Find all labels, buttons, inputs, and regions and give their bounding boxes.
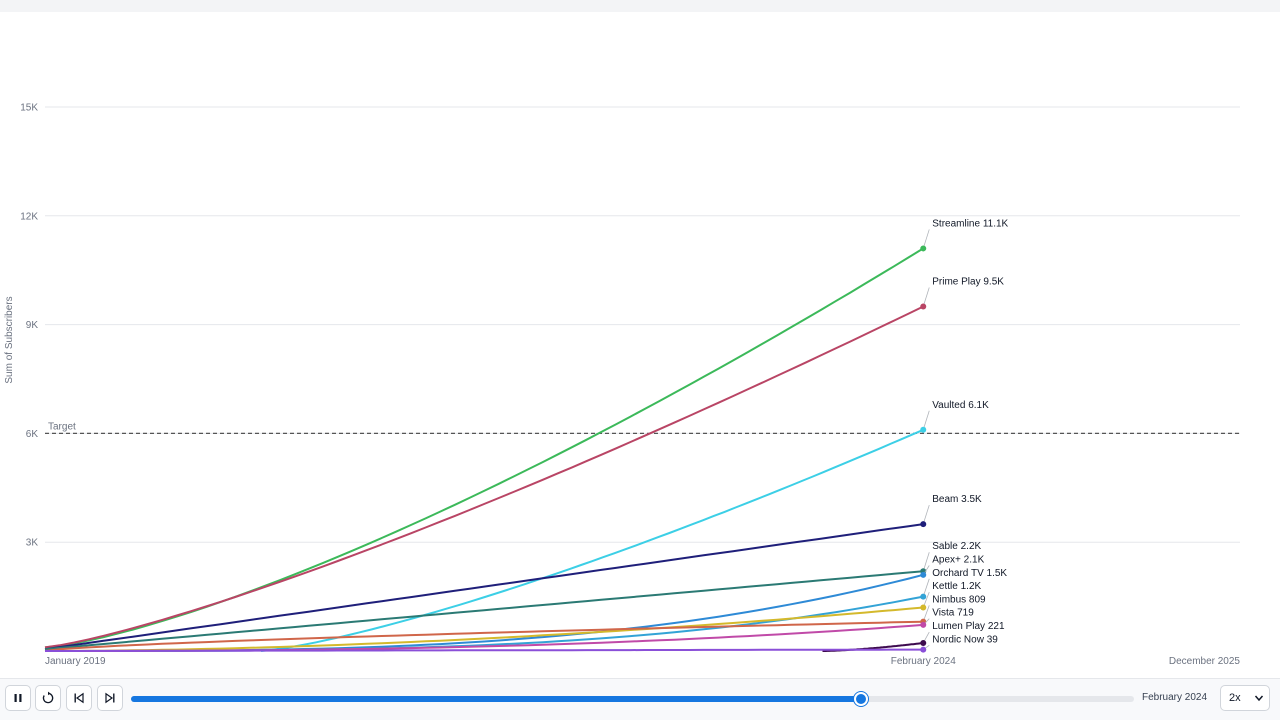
series-end-point [920, 621, 927, 628]
current-date-label: February 2024 [1142, 692, 1208, 703]
series-end-label: Lumen Play 221 [932, 621, 1005, 632]
line-chart: 3K 6K 9K 12K 15K Sum of Subscribers Target Janu… [4, 103, 1241, 668]
series-end-point [920, 639, 927, 646]
series-end-label: Nordic Now 39 [932, 634, 998, 645]
speed-select[interactable]: 2x [1220, 685, 1270, 711]
series-end-point [920, 593, 927, 600]
series-line [44, 523, 924, 651]
x-tick-label: January 2019 [45, 656, 106, 667]
label-leader [922, 552, 930, 572]
series-line [44, 305, 924, 649]
series-line [45, 648, 924, 652]
series-line [260, 428, 924, 652]
label-leader [922, 229, 930, 249]
series-end-point [920, 303, 927, 310]
series-end-label: Prime Play 9.5K [932, 276, 1004, 287]
y-axis-label: Sum of Subscribers [4, 296, 15, 383]
y-tick-label: 12K [20, 211, 38, 222]
timeline-slider[interactable] [131, 692, 1134, 706]
x-tick-label: February 2024 [891, 656, 956, 667]
series-end-label: Nimbus 809 [932, 594, 986, 605]
chevron-down-icon [1254, 695, 1264, 702]
y-tick-label: 3K [26, 538, 39, 549]
series-end-label: Orchard TV 1.5K [932, 568, 1007, 579]
label-leader [922, 578, 930, 597]
label-leader [922, 410, 930, 430]
target-line-label: Target [48, 421, 76, 432]
y-tick-label: 9K [26, 320, 39, 331]
y-tick-label: 15K [20, 103, 38, 114]
replay-icon [42, 691, 54, 704]
series-end-point [920, 521, 927, 528]
speed-value: 2x [1229, 692, 1241, 704]
series-end-point [920, 426, 927, 433]
timeline-slider-thumb[interactable] [854, 692, 869, 706]
replay-button[interactable] [35, 685, 61, 711]
series-end-label: Kettle 1.2K [932, 581, 981, 592]
series-line [45, 606, 924, 652]
next-button[interactable] [97, 685, 123, 711]
series-line [44, 620, 924, 652]
pause-button[interactable] [5, 685, 31, 711]
pause-icon [14, 694, 22, 702]
y-tick-label: 6K [26, 429, 39, 440]
series-end-label: Vista 719 [932, 608, 974, 619]
label-leader [922, 504, 930, 525]
series-end-label: Streamline 11.1K [932, 218, 1008, 229]
series-end-label: Sable 2.2K [932, 541, 981, 552]
series-end-point [920, 604, 927, 611]
top-bar [0, 0, 1280, 12]
series-end-point [920, 245, 927, 252]
playback-controls: February 2024 2x [0, 678, 1280, 720]
timeline-slider-fill [131, 696, 862, 702]
skip-forward-icon [105, 692, 115, 704]
x-tick-label: December 2025 [1169, 656, 1241, 667]
series-line [44, 570, 924, 651]
skip-back-icon [74, 692, 84, 704]
series-end-label: Apex+ 2.1K [932, 555, 984, 566]
series-end-point [920, 571, 927, 578]
series-end-point [920, 646, 927, 653]
label-leader [922, 287, 930, 307]
series-end-label: Vaulted 6.1K [932, 400, 989, 411]
series-end-label: Beam 3.5K [932, 494, 982, 505]
previous-button[interactable] [66, 685, 92, 711]
